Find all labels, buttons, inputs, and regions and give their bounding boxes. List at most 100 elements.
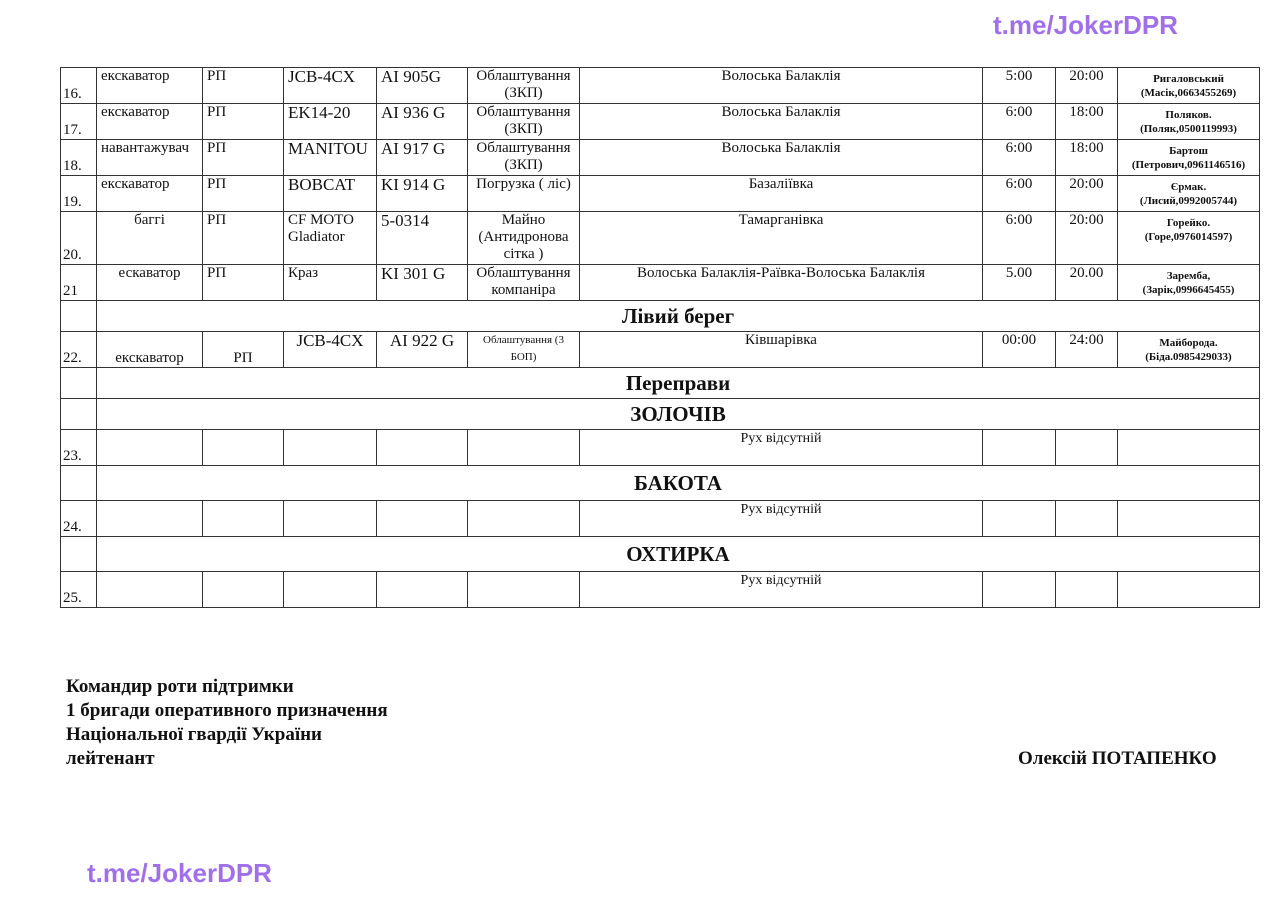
table-row: 22. екскаватор РП JCB-4CX AI 922 G Облаштуван… bbox=[60, 331, 1260, 368]
table-cell bbox=[283, 429, 377, 466]
table-cell: Волоська Балаклія bbox=[579, 139, 983, 176]
signature-line: Національної гвардії України bbox=[66, 724, 322, 745]
table-cell: Волоська Балаклія bbox=[579, 103, 983, 140]
table-cell bbox=[60, 300, 97, 332]
table-cell: 18:00 bbox=[1055, 103, 1118, 140]
table-cell: JCB-4CX bbox=[283, 67, 377, 104]
table-cell bbox=[467, 571, 580, 608]
table-cell: 21 bbox=[60, 264, 97, 301]
table-cell bbox=[96, 571, 203, 608]
table-cell: 18:00 bbox=[1055, 139, 1118, 176]
table-cell: 20:00 bbox=[1055, 67, 1118, 104]
table-row: 25. Рух відсутній bbox=[60, 571, 1260, 608]
table-cell bbox=[376, 500, 468, 537]
table-cell: CF MOTO Gladiator bbox=[283, 211, 377, 265]
table-cell bbox=[982, 571, 1056, 608]
table-cell: 5-0314 bbox=[376, 211, 468, 265]
table-cell: Рух відсутній bbox=[579, 571, 983, 608]
vehicle-table: 16. екскаватор РП JCB-4CX AI 905G Облаштуванн… bbox=[60, 67, 1260, 608]
table-cell bbox=[283, 500, 377, 537]
table-cell bbox=[1055, 500, 1118, 537]
table-cell: екскаватор bbox=[96, 331, 203, 368]
table-cell: Єрмак. (Лисий,0992005744) bbox=[1117, 175, 1260, 212]
table-cell: 6:00 bbox=[982, 175, 1056, 212]
table-cell: ескаватор bbox=[96, 264, 203, 301]
table-row: ЗОЛОЧІВ bbox=[60, 398, 1260, 430]
table-cell bbox=[202, 429, 284, 466]
table-cell: 20:00 bbox=[1055, 211, 1118, 265]
table-cell: РП bbox=[202, 139, 284, 176]
table-cell: Волоська Балаклія bbox=[579, 67, 983, 104]
signature-block: Командир роти підтримки 1 бригади операт… bbox=[66, 675, 388, 771]
table-cell: баггі bbox=[96, 211, 203, 265]
table-cell: BOBCAT bbox=[283, 175, 377, 212]
table-cell: 6:00 bbox=[982, 211, 1056, 265]
table-row: Переправи bbox=[60, 367, 1260, 399]
table-cell: 23. bbox=[60, 429, 97, 466]
table-cell: РП bbox=[202, 67, 284, 104]
table-row: 17. екскаватор РП EK14-20 AI 936 G Облаштуван… bbox=[60, 103, 1260, 140]
table-cell: EK14-20 bbox=[283, 103, 377, 140]
table-cell: AI 905G bbox=[376, 67, 468, 104]
table-cell bbox=[376, 429, 468, 466]
table-cell bbox=[283, 571, 377, 608]
signature-name: Олексій ПОТАПЕНКО bbox=[1018, 748, 1217, 769]
table-cell bbox=[1055, 429, 1118, 466]
table-row: 19. екскаватор РП BOBCAT KI 914 G Погрузка ( … bbox=[60, 175, 1260, 212]
table-cell: 19. bbox=[60, 175, 97, 212]
table-cell: 20. bbox=[60, 211, 97, 265]
table-cell: Облаштування (ЗКП) bbox=[467, 67, 580, 104]
table-cell bbox=[60, 465, 97, 501]
table-cell: 20.00 bbox=[1055, 264, 1118, 301]
table-cell: 5.00 bbox=[982, 264, 1056, 301]
table-cell: 6:00 bbox=[982, 103, 1056, 140]
table-row: Лівий берег bbox=[60, 300, 1260, 332]
table-cell bbox=[1117, 571, 1260, 608]
watermark-bottom: t.me/JokerDPR bbox=[87, 858, 272, 888]
table-cell: 22. bbox=[60, 331, 97, 368]
table-cell: 25. bbox=[60, 571, 97, 608]
table-cell: KI 914 G bbox=[376, 175, 468, 212]
table-cell bbox=[376, 571, 468, 608]
signature-line: Командир роти підтримки bbox=[66, 676, 294, 697]
table-cell: 17. bbox=[60, 103, 97, 140]
table-cell bbox=[96, 500, 203, 537]
table-cell: AI 917 G bbox=[376, 139, 468, 176]
table-cell: Облаштування (ЗКП) bbox=[467, 139, 580, 176]
table-cell bbox=[202, 500, 284, 537]
table-cell: РП bbox=[202, 175, 284, 212]
table-cell: Рух відсутній bbox=[579, 429, 983, 466]
table-row: ОХТИРКА bbox=[60, 536, 1260, 572]
table-row: 21 ескаватор РП Краз KI 301 G Облаштування ко… bbox=[60, 264, 1260, 301]
table-cell: JCB-4CX bbox=[283, 331, 377, 368]
table-cell bbox=[96, 429, 203, 466]
table-cell: 24. bbox=[60, 500, 97, 537]
table-cell: 24:00 bbox=[1055, 331, 1118, 368]
table-cell: Облаштування компаніра bbox=[467, 264, 580, 301]
table-cell: Бартош (Петрович,0961146516) bbox=[1117, 139, 1260, 176]
table-cell: Заремба, (Зарік,0996645455) bbox=[1117, 264, 1260, 301]
table-cell: 5:00 bbox=[982, 67, 1056, 104]
table-cell bbox=[1117, 429, 1260, 466]
table-cell: Рух відсутній bbox=[579, 500, 983, 537]
table-cell: екскаватор bbox=[96, 103, 203, 140]
section-header: ОХТИРКА bbox=[96, 536, 1260, 572]
table-cell: AI 936 G bbox=[376, 103, 468, 140]
section-header: Лівий берег bbox=[96, 300, 1260, 332]
table-cell: Погрузка ( ліс) bbox=[467, 175, 580, 212]
table-cell bbox=[60, 367, 97, 399]
signature-line: 1 бригади оперативного призначення bbox=[66, 700, 388, 721]
table-cell: Облаштування (ЗКП) bbox=[467, 103, 580, 140]
table-row: 23. Рух відсутній bbox=[60, 429, 1260, 466]
table-row: БАКОТА bbox=[60, 465, 1260, 501]
watermark-top: t.me/JokerDPR bbox=[993, 10, 1178, 40]
table-cell: Облаштування (3 БОП) bbox=[467, 331, 580, 368]
table-cell: навантажувач bbox=[96, 139, 203, 176]
table-cell bbox=[1055, 571, 1118, 608]
table-cell: Горейко. (Горе,0976014597) bbox=[1117, 211, 1260, 265]
signature-line: лейтенант bbox=[66, 748, 155, 769]
section-header: Переправи bbox=[96, 367, 1260, 399]
table-cell bbox=[1117, 500, 1260, 537]
table-cell bbox=[60, 398, 97, 430]
table-cell: 20:00 bbox=[1055, 175, 1118, 212]
